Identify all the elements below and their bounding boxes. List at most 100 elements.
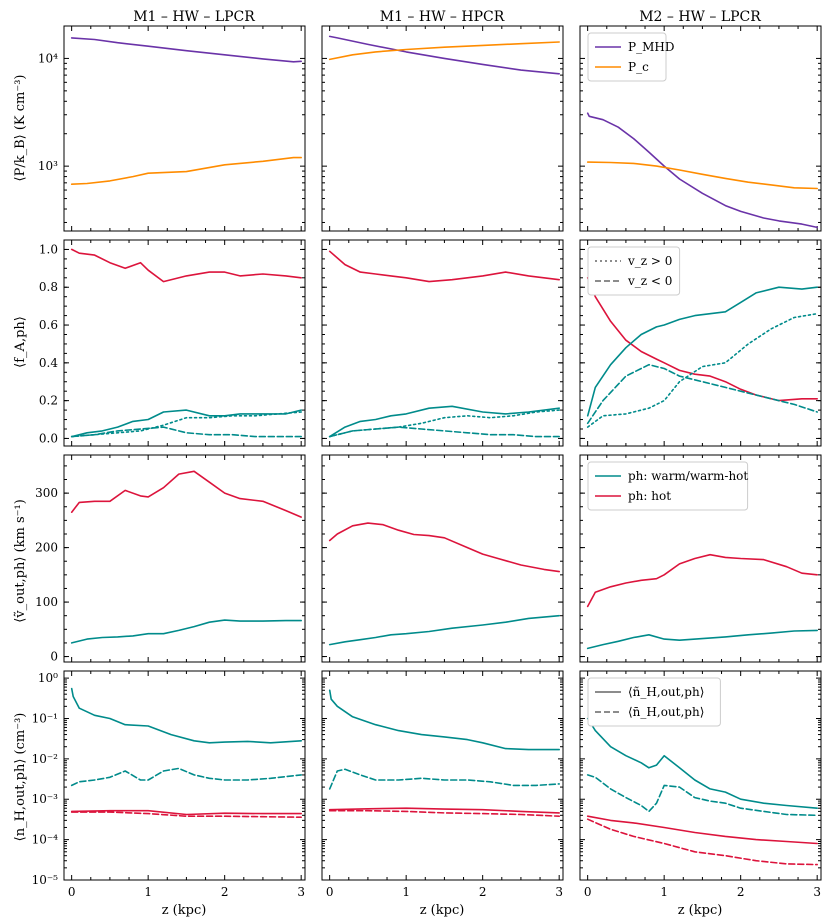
panel-r1-c1: 10³ 10⁴ <box>38 25 306 232</box>
panel-r4-c2: 0 1 2 3 <box>321 670 564 899</box>
x-tick-label: 2 <box>479 885 487 899</box>
series-hot-mean <box>328 809 561 818</box>
series-group <box>70 470 303 644</box>
series-hot <box>586 276 819 402</box>
axes-frame <box>321 25 564 232</box>
series-hot-mean <box>70 811 303 819</box>
series-p-c <box>70 156 303 185</box>
y-tick-label: 0.2 <box>39 394 58 408</box>
series-p-mhd <box>70 37 303 63</box>
panel-r1-c3: P_MHD P_c <box>579 25 822 232</box>
series-group <box>328 35 561 75</box>
series-warm-median <box>70 687 303 744</box>
series-group <box>328 250 561 438</box>
x-axis-labels: z (kpc) z (kpc) z (kpc) <box>162 903 723 918</box>
y-tick-label: 0.6 <box>39 318 58 332</box>
series-warm <box>586 286 819 417</box>
panel-r3-c1: 0 100 200 300 <box>35 454 306 664</box>
axes-frame <box>63 454 306 663</box>
series-warm-v-z-0 <box>328 426 561 438</box>
series-hot-median <box>328 807 561 814</box>
series-warm-v-z-0 <box>70 411 303 438</box>
series-hot <box>586 553 819 608</box>
y-tick-label: 10⁰ <box>38 671 58 685</box>
panel-r3-c3: ph: warm/warm-hot ph: hot <box>579 454 822 663</box>
panel-r3-c2 <box>321 454 564 663</box>
legend-label: ⟨ñ_H,out,ph⟩ <box>628 685 704 699</box>
panel-r1-c2 <box>321 25 564 232</box>
legend-label: P_MHD <box>628 40 674 54</box>
legend-label: v_z < 0 <box>627 274 672 288</box>
x-tick-label: 2 <box>221 885 229 899</box>
series-group <box>70 687 303 819</box>
series-p-mhd <box>586 112 819 229</box>
legend: ph: warm/warm-hot ph: hot <box>587 461 749 511</box>
legend: ⟨ñ_H,out,ph⟩ ⟨n̄_H,out,ph⟩ <box>587 677 721 727</box>
series-warm-median <box>586 717 819 810</box>
series-group <box>586 717 819 866</box>
series-group <box>328 522 561 646</box>
series-group <box>586 276 819 428</box>
x-tick-label: 3 <box>555 885 563 899</box>
axes-frame <box>321 239 564 447</box>
y-label-density: ⟨n_H,out,ph⟩ (cm⁻³) <box>13 713 28 842</box>
series-warm-mean <box>328 768 561 790</box>
axes-frame <box>579 239 822 447</box>
series-hot-mean <box>586 818 819 866</box>
x-tick-label: 2 <box>737 885 745 899</box>
x-tick-label: 0 <box>326 885 334 899</box>
axes-frame <box>579 670 822 881</box>
series-group <box>70 248 303 438</box>
series-warm-mean <box>70 767 303 787</box>
series-hot <box>328 250 561 283</box>
series-hot <box>70 248 303 283</box>
x-tick-label: 0 <box>584 885 592 899</box>
column-title-2: M1 – HW – HPCR <box>380 9 505 25</box>
series-group <box>70 37 303 185</box>
legend-label: ⟨n̄_H,out,ph⟩ <box>628 705 704 719</box>
x-tick-label: 3 <box>813 885 821 899</box>
axes-frame <box>63 239 306 447</box>
y-tick-label: 10⁻¹ <box>32 711 58 725</box>
series-hot <box>328 522 561 573</box>
y-tick-label: 200 <box>35 541 58 555</box>
y-tick-label: 10⁻⁴ <box>32 833 59 847</box>
series-group <box>586 553 819 650</box>
series-p-mhd <box>328 35 561 75</box>
x-tick-label: 1 <box>402 885 410 899</box>
axes-frame <box>321 670 564 881</box>
series-warm <box>586 629 819 650</box>
x-tick-label: 1 <box>144 885 152 899</box>
x-label-col-3: z (kpc) <box>678 903 723 918</box>
series-warm <box>70 409 303 438</box>
series-group <box>586 112 819 229</box>
y-tick-label: 10⁻⁵ <box>32 873 59 887</box>
y-tick-label: 10⁻³ <box>32 792 59 806</box>
y-tick-label: 10⁴ <box>38 51 58 65</box>
legend: P_MHD P_c <box>587 32 674 82</box>
legend-frame <box>587 461 749 511</box>
series-warm <box>328 614 561 646</box>
series-warm <box>328 405 561 438</box>
series-warm-v-z-0 <box>586 312 819 428</box>
axes-frame <box>321 454 564 663</box>
y-tick-label: 300 <box>35 486 58 500</box>
series-hot <box>70 470 303 518</box>
x-tick-label: 1 <box>660 885 668 899</box>
y-tick-label: 0.4 <box>39 356 58 370</box>
series-warm-median <box>328 689 561 751</box>
panel-r4-c3: 0 1 2 3 ⟨ñ_H,out,ph⟩ ⟨n̄_H,out,ph⟩ <box>579 670 822 899</box>
series-p-c <box>328 41 561 61</box>
column-title-3: M2 – HW – LPCR <box>639 9 761 25</box>
series-warm-mean <box>586 774 819 817</box>
series-warm-v-z-0 <box>70 426 303 438</box>
panel-r2-c3: v_z > 0 v_z < 0 <box>579 239 822 447</box>
axes-frame <box>579 25 822 232</box>
series-warm <box>70 619 303 644</box>
x-tick-label: 0 <box>68 885 76 899</box>
legend-label: ph: hot <box>628 489 671 503</box>
legend-label: v_z > 0 <box>627 254 672 268</box>
axes-frame <box>63 25 306 232</box>
x-label-col-2: z (kpc) <box>420 903 465 918</box>
